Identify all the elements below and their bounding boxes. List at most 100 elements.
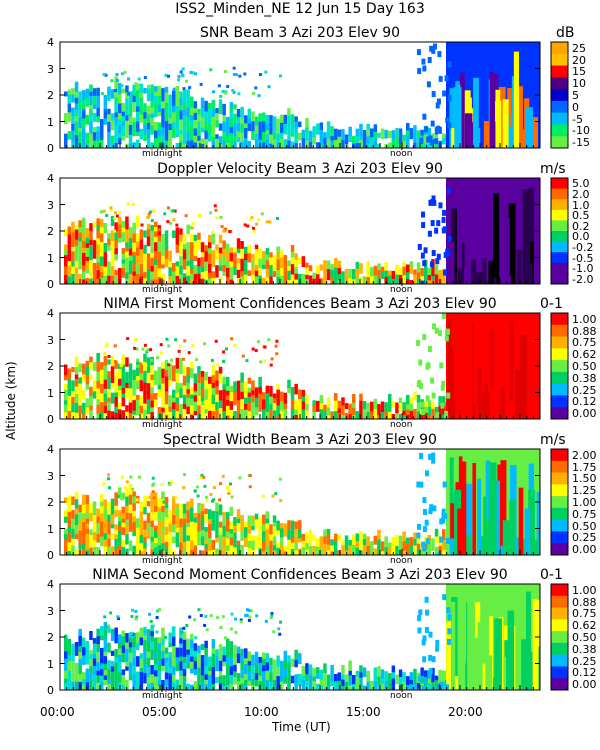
data-cell [271,494,275,498]
data-cell [121,522,126,528]
data-cell [269,363,273,367]
data-cell [139,550,144,555]
data-cell [208,670,212,676]
data-cell [128,494,133,505]
data-cell [157,267,162,277]
data-cell [96,635,100,645]
data-cell [154,241,158,252]
data-cell [168,117,172,124]
data-cell [175,539,180,548]
data-cell [89,259,93,269]
data-cell [136,407,140,416]
data-cell [154,102,158,113]
data-cell [265,540,270,545]
data-cell [204,640,208,649]
data-cell [323,672,327,680]
data-cell [137,77,141,81]
data-cell [116,615,120,619]
data-cell [92,222,97,228]
data-cell [173,209,177,213]
data-cell [218,660,223,672]
data-cell [175,679,180,686]
colorbar-label: 0.88 [572,324,597,338]
data-cell [229,260,234,268]
data-cell [186,260,190,266]
data-cell [116,617,120,621]
data-cell [251,394,255,403]
data-cell [227,489,231,493]
data-cell [298,273,302,284]
data-cell [262,127,266,132]
data-cell [71,402,75,413]
data-cell [391,270,396,279]
data-cell [67,638,72,649]
data-cell [436,253,441,260]
data-cell [179,249,183,257]
data-cell [352,402,356,408]
data-cell [114,372,118,384]
data-cell [298,257,302,265]
data-cell [431,401,435,409]
data-cell [146,278,151,284]
data-cell [146,260,151,270]
data-cell [334,257,338,268]
data-cell [442,405,446,415]
data-cell [258,542,262,549]
data-cell [64,389,68,401]
data-cell [179,548,183,555]
data-cell [191,344,195,348]
data-cell [344,674,349,683]
data-cell [143,124,147,130]
data-cell [427,138,432,148]
data-cell [136,671,140,682]
data-cell [157,550,162,555]
data-cell [406,278,410,284]
data-cell [395,534,399,547]
data-cell [275,217,279,221]
data-cell [139,269,144,277]
data-cell [179,273,183,284]
heatmap-cells [64,449,540,555]
colorbar-label: 0.62 [572,619,597,633]
data-cell [247,245,252,254]
data-cell [175,105,180,111]
data-cell [143,277,147,284]
data-cell [262,131,266,143]
data-cell [132,121,136,131]
data-cell [67,675,72,681]
colorbar-label: -10 [572,124,590,138]
data-cell [193,373,198,384]
data-cell [168,250,172,262]
data-cell [127,92,131,96]
data-cell [114,361,118,369]
data-cell [274,492,278,496]
data-cell [128,227,133,234]
data-cell [74,498,79,504]
data-cell [179,140,183,148]
data-cell [294,409,298,415]
data-cell [96,387,100,395]
data-cell [161,638,165,646]
data-cell [258,656,262,663]
colorbar-label: 5 [572,89,579,102]
data-cell [439,362,444,369]
data-cell [276,125,280,134]
data-cell [155,630,159,634]
data-cell [64,91,68,97]
data-cell [416,272,421,280]
data-cell [182,365,187,376]
data-cell [114,662,118,673]
data-cell [319,395,324,404]
data-cell [272,515,277,523]
data-cell [254,406,259,416]
data-cell [172,626,176,637]
data-cell [121,669,126,675]
data-cell [240,655,244,662]
data-cell [186,526,190,536]
data-cell [442,670,446,682]
data-cell [240,660,244,670]
data-cell [272,126,277,134]
data-cell [168,536,172,548]
colorbar-swatch [551,678,568,691]
data-cell [103,641,108,652]
